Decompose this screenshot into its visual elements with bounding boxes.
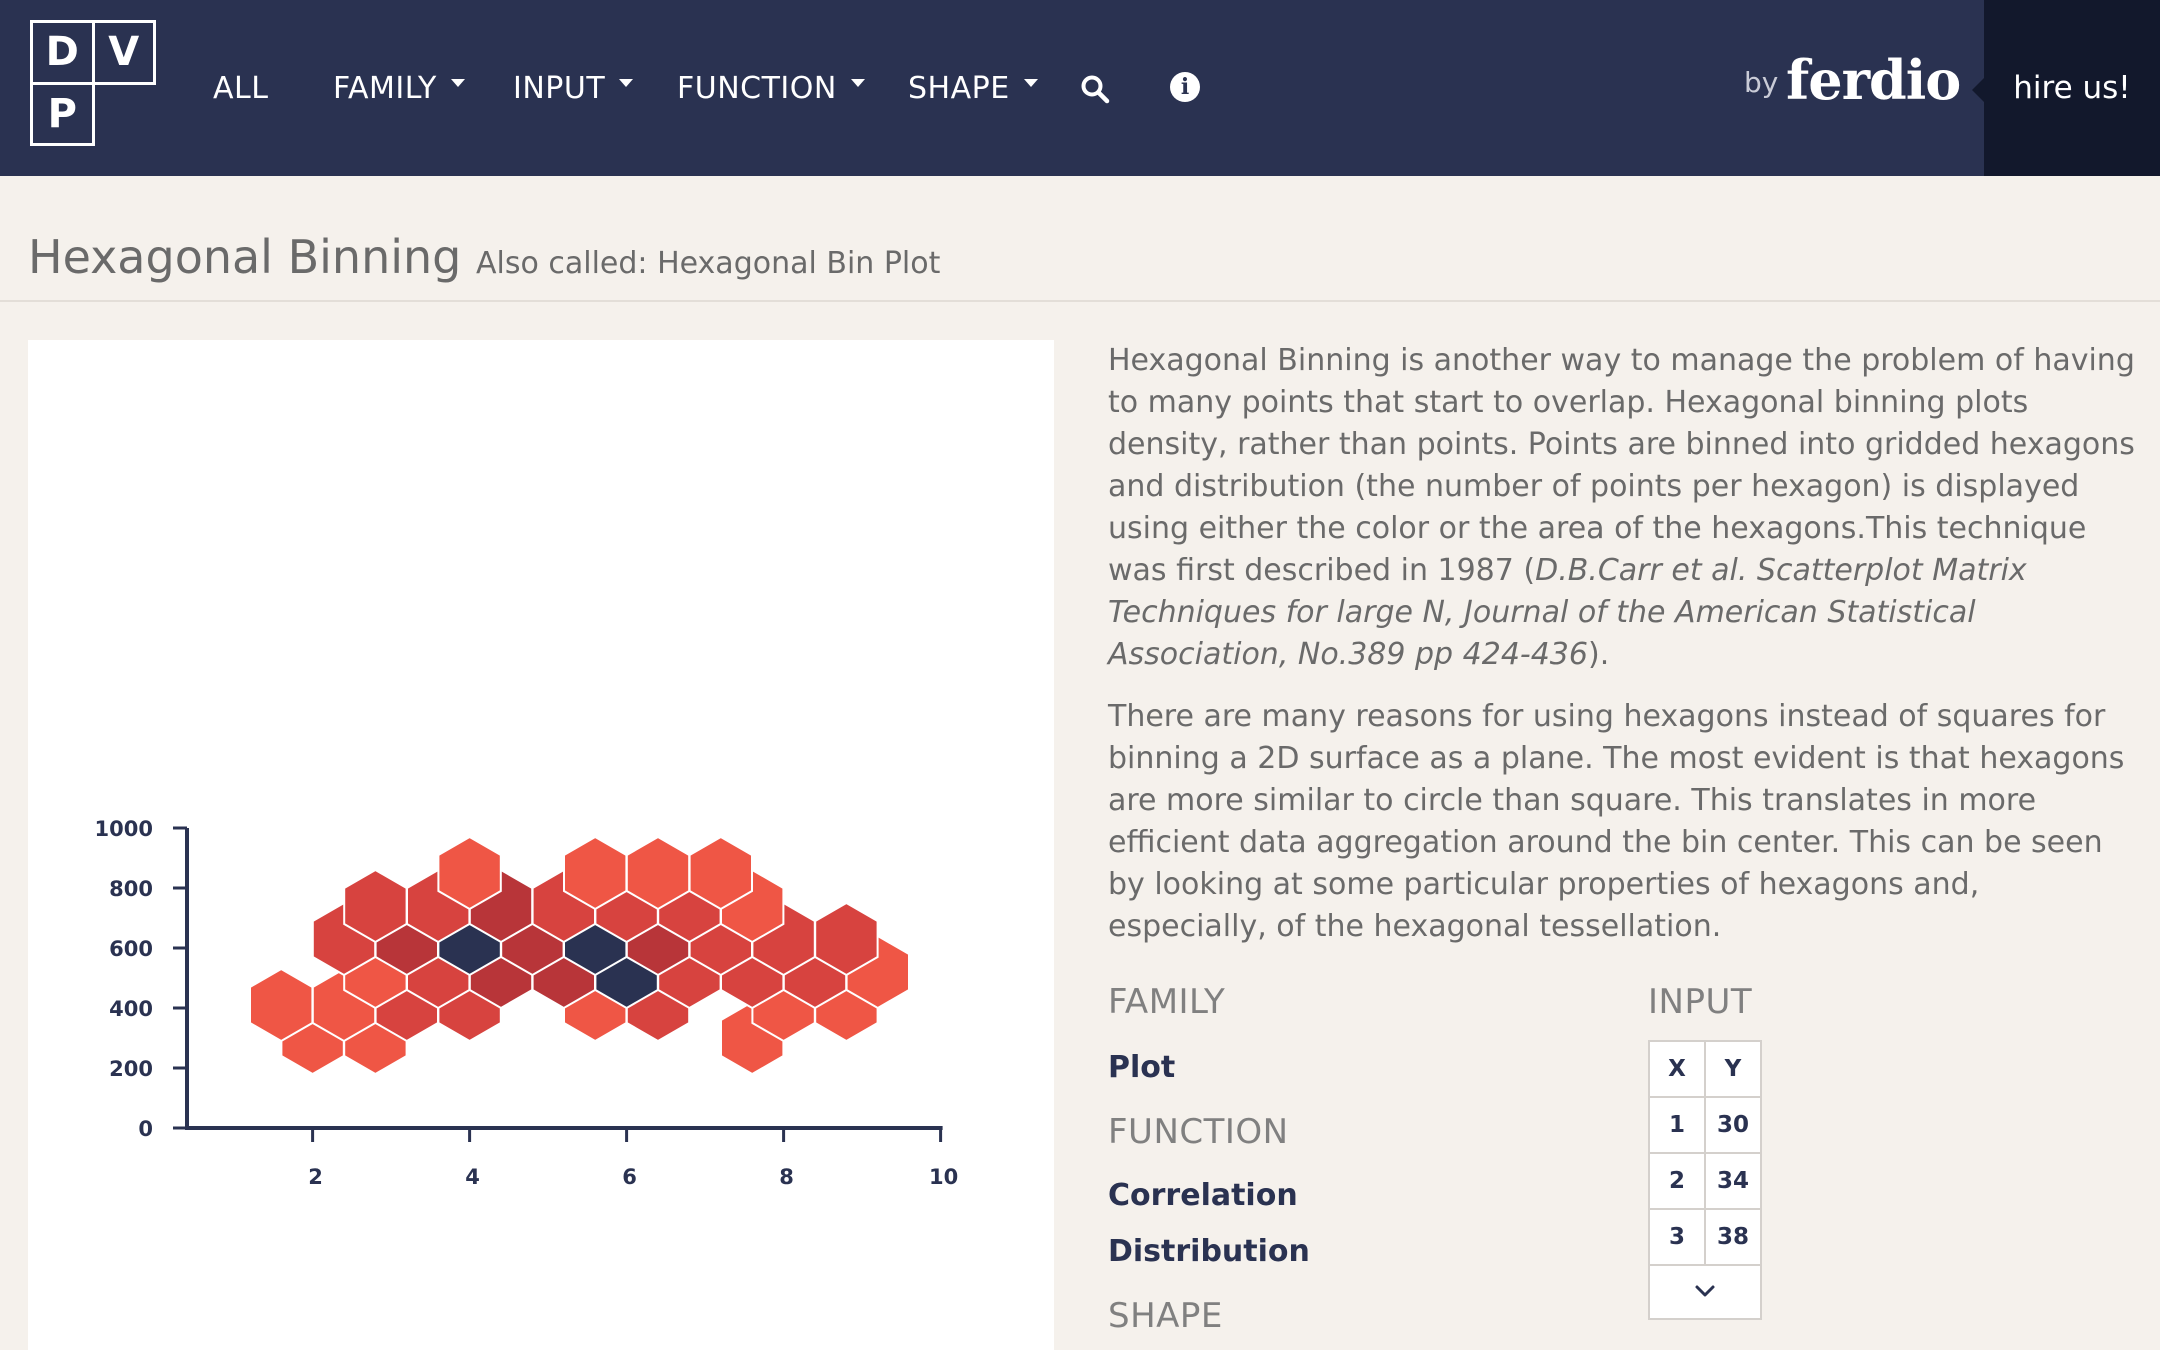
cell-y: 34 (1704, 1152, 1762, 1210)
y-tick-label: 200 (109, 1057, 153, 1081)
hex-bin (437, 835, 502, 911)
x-tick-label: 6 (622, 1165, 637, 1189)
page-title: Hexagonal Binning (28, 230, 462, 284)
search-icon[interactable] (1080, 74, 1110, 104)
function-label: FUNCTION (1108, 1112, 1289, 1152)
function-tag-correlation[interactable]: Correlation (1108, 1178, 1298, 1213)
cell-y: 30 (1704, 1096, 1762, 1154)
table-row: 1 30 (1648, 1096, 1762, 1154)
also-called: Also called: Hexagonal Bin Plot (476, 246, 941, 281)
nav-item-function[interactable]: FUNCTION (677, 64, 865, 112)
x-tick-label: 8 (779, 1165, 794, 1189)
info-icon[interactable]: i (1170, 72, 1200, 102)
input-label: INPUT (1648, 982, 1753, 1022)
caret-down-icon (850, 79, 865, 87)
description-end: ). (1588, 637, 1610, 672)
input-table: X Y 1 30 2 34 3 38 (1648, 1040, 1762, 1320)
hex-bin (688, 835, 753, 911)
y-tick-label: 1000 (95, 817, 153, 841)
caret-down-icon (1023, 79, 1038, 87)
cell-y: 38 (1704, 1208, 1762, 1266)
y-tick-label: 0 (138, 1117, 153, 1141)
navbar: D V P ALL FAMILY INPUT FUNCTION SHAPE i … (0, 0, 2160, 176)
by-label: by (1744, 66, 1779, 99)
citation: D.B.Carr et al. Scatterplot Matrix Techn… (1108, 553, 2027, 672)
cell-x: 3 (1648, 1208, 1706, 1266)
y-tick-label: 400 (109, 997, 153, 1021)
cell-x: 2 (1648, 1152, 1706, 1210)
hire-us-button[interactable]: hire us! (1984, 0, 2160, 176)
description-paragraph-2: There are many reasons for using hexagon… (1108, 699, 2125, 944)
nav-item-shape[interactable]: SHAPE (908, 64, 1038, 112)
description-paragraph-1: Hexagonal Binning is another way to mana… (1108, 340, 2138, 676)
hex-bin (814, 901, 879, 977)
nav-item-label: ALL (213, 70, 269, 106)
family-tag-plot[interactable]: Plot (1108, 1050, 1176, 1085)
y-tick-label: 800 (109, 877, 153, 901)
nav-item-label: SHAPE (908, 70, 1010, 106)
logo-empty-cell (95, 85, 157, 147)
family-label: FAMILY (1108, 982, 1226, 1022)
caret-down-icon (450, 79, 465, 87)
hexbin-chart: 0 200 400 600 800 1000 2 4 6 8 10 (95, 817, 959, 1189)
nav-item-input[interactable]: INPUT (513, 64, 634, 112)
title-divider (0, 300, 2160, 302)
x-tick-label: 4 (465, 1165, 480, 1189)
caret-down-icon (619, 79, 634, 87)
dvp-logo[interactable]: D V P (30, 20, 156, 146)
expand-row (1648, 1264, 1762, 1320)
chevron-down-icon (1695, 1285, 1715, 1297)
expand-table-button[interactable] (1648, 1264, 1762, 1320)
chart-card: 0 200 400 600 800 1000 2 4 6 8 10 (28, 340, 1054, 1350)
x-tick-label: 10 (929, 1165, 958, 1189)
table-row: 3 38 (1648, 1208, 1762, 1266)
function-tag-distribution[interactable]: Distribution (1108, 1234, 1310, 1269)
header-x: X (1648, 1040, 1706, 1098)
logo-letter-p: P (33, 84, 95, 146)
hire-notch (1972, 78, 1984, 102)
table-row: 2 34 (1648, 1152, 1762, 1210)
nav-item-label: INPUT (513, 70, 606, 106)
y-tick-label: 600 (109, 937, 153, 961)
hire-us-label: hire us! (2013, 70, 2131, 106)
nav-item-all[interactable]: ALL (213, 64, 268, 112)
header-y: Y (1704, 1040, 1762, 1098)
cell-x: 1 (1648, 1096, 1706, 1154)
nav-item-label: FUNCTION (677, 70, 837, 106)
nav-item-label: FAMILY (333, 70, 437, 106)
x-tick-label: 2 (308, 1165, 323, 1189)
table-header-row: X Y (1648, 1040, 1762, 1098)
logo-letter-d: D (33, 23, 95, 85)
description-text: Hexagonal Binning is another way to mana… (1108, 343, 2135, 588)
shape-label: SHAPE (1108, 1296, 1223, 1336)
nav-item-family[interactable]: FAMILY (333, 64, 465, 112)
logo-letter-v: V (94, 23, 156, 85)
ferdio-logo[interactable]: ferdio (1786, 48, 1961, 112)
